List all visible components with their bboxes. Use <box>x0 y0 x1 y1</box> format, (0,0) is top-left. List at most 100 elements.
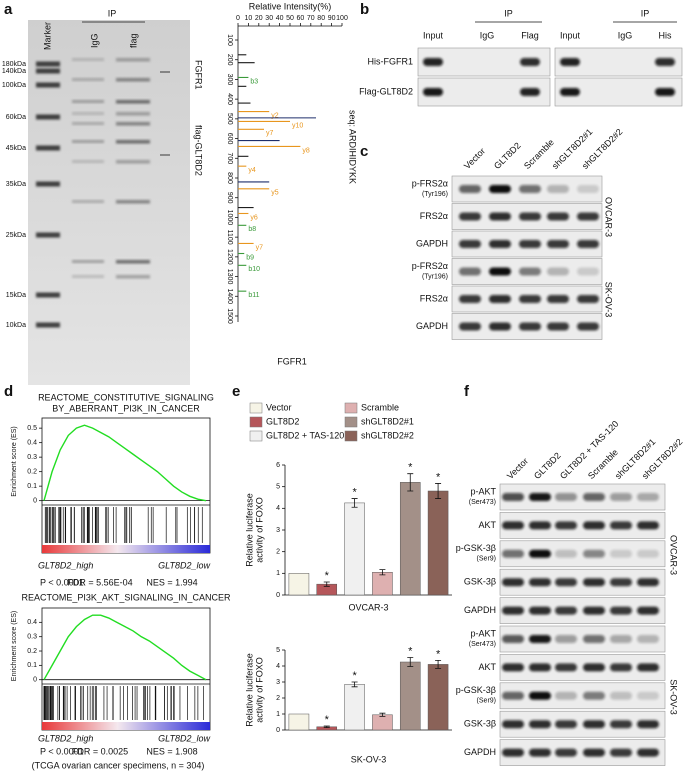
row-label: GAPDH <box>416 238 448 248</box>
band <box>583 691 605 700</box>
legend-label: GLT8D2 + TAS-120 <box>266 430 344 440</box>
marker-band <box>36 68 60 74</box>
lane-band <box>72 160 104 163</box>
error-bar <box>379 569 386 576</box>
significance: * <box>408 462 413 474</box>
legend-swatch <box>344 402 358 414</box>
row-sublabel: (Tyr196) <box>422 273 448 280</box>
band <box>555 663 577 672</box>
y-tick-label: 1 <box>276 570 280 577</box>
band <box>555 521 577 530</box>
peak-label: b10 <box>248 266 260 273</box>
lane-label: GLT8D2 <box>492 140 523 171</box>
error-bar <box>351 498 358 508</box>
band <box>637 606 659 615</box>
y-tick-label: 0 <box>276 592 280 599</box>
row-sublabel: (Ser473) <box>469 641 496 648</box>
band <box>577 322 599 331</box>
lane-band <box>116 122 150 126</box>
band <box>502 635 524 643</box>
y-tick-label: 0.4 <box>27 439 37 446</box>
row-sublabel: (Ser9) <box>477 556 496 563</box>
stat-label: P < 0.0001 <box>40 577 84 587</box>
lane-label: IgG <box>480 30 495 40</box>
y-axis-label: activity of FOXO <box>254 497 264 563</box>
y-tick-label: 0 <box>33 497 37 504</box>
band <box>423 58 443 66</box>
plot-title: REACTOME_PI3K_AKT_SIGNALING_IN_CANCER <box>22 592 231 602</box>
panel-label: a <box>4 1 13 18</box>
peak-label: b8 <box>248 226 256 233</box>
lane-band <box>116 275 150 279</box>
error-bar <box>351 681 358 688</box>
panel-label: f <box>464 383 470 400</box>
y-axis-label: Enrichment score (ES) <box>11 426 18 496</box>
lane-band <box>72 58 104 61</box>
panel-label: d <box>4 383 13 400</box>
bar <box>344 684 365 731</box>
y-tick-label: 100 <box>226 34 233 46</box>
y-tick-label: 2 <box>276 549 280 556</box>
target-label: flag-GLT8D2 <box>194 125 204 176</box>
es-curve <box>43 614 207 681</box>
band <box>555 748 577 757</box>
peak-label: y2 <box>271 112 279 119</box>
marker-band <box>36 61 60 67</box>
marker-label: 25kDa <box>6 232 26 239</box>
band <box>583 578 605 587</box>
band <box>529 663 551 672</box>
band <box>655 58 675 66</box>
peak-label: b9 <box>246 254 254 261</box>
lane-band <box>116 112 150 116</box>
band <box>555 606 577 615</box>
band <box>610 720 632 729</box>
legend-label: Scramble <box>361 402 399 412</box>
legend-swatch <box>344 430 358 442</box>
significance: * <box>325 714 330 726</box>
band <box>529 635 551 643</box>
peak-label: y4 <box>248 167 256 174</box>
bar <box>399 482 421 596</box>
band <box>489 240 511 248</box>
significance: * <box>436 648 441 660</box>
row-label: GSK-3β <box>464 719 496 729</box>
lane-label: Vector <box>462 146 487 171</box>
group-label: OVCAR-3 <box>604 197 614 237</box>
stat-label: P < 0.0001 <box>40 746 84 756</box>
y-tick-label: 0 <box>276 727 280 734</box>
marker-label: 60kDa <box>6 114 26 121</box>
marker-label: 180kDa <box>2 61 26 68</box>
lane-label: IgG <box>618 30 633 40</box>
x-tick-label: 50 <box>286 15 294 22</box>
legend-swatch <box>249 402 263 414</box>
lane-band <box>72 260 104 263</box>
bar <box>427 664 449 731</box>
band <box>519 212 541 221</box>
panel-label: e <box>232 383 240 400</box>
band <box>610 691 632 700</box>
y-tick-label: 800 <box>226 172 233 184</box>
band <box>577 267 599 276</box>
bar <box>288 713 310 731</box>
y-tick-label: 300 <box>226 74 233 86</box>
marker-band <box>36 181 60 187</box>
band <box>489 185 511 193</box>
legend-swatch <box>344 416 358 428</box>
row-label: p-FRS2α <box>412 178 448 188</box>
target-label: FGFR1 <box>194 60 204 90</box>
y-tick-label: 1500 <box>226 308 233 324</box>
panel-label: b <box>360 1 369 18</box>
x-tick-label: 60 <box>297 15 305 22</box>
peak-label: y7 <box>256 244 264 251</box>
row-label: FRS2α <box>420 211 448 221</box>
lane-band <box>116 140 150 144</box>
band <box>529 549 551 558</box>
marker-band <box>36 322 60 328</box>
peak-label: b11 <box>248 292 259 299</box>
legend-label: shGLT8D2#1 <box>361 416 414 426</box>
y-tick-label: 5 <box>276 647 280 654</box>
lane-band <box>116 78 150 82</box>
band <box>637 521 659 530</box>
bar <box>288 573 310 596</box>
band <box>610 549 632 558</box>
